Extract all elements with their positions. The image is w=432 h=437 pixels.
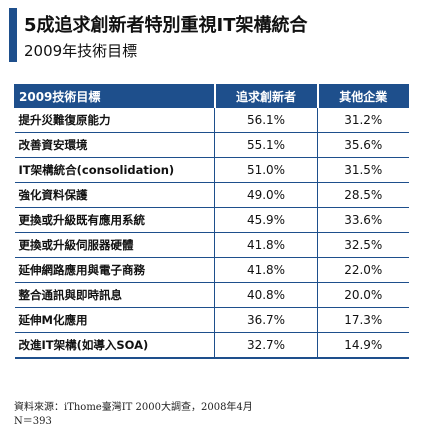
column-header-others: 其他企業 (316, 84, 409, 108)
others-value: 17.3% (317, 307, 409, 333)
row-label: 更換或升級既有應用系統 (14, 207, 215, 233)
innovators-value: 41.8% (214, 232, 318, 258)
innovators-value: 55.1% (214, 132, 318, 158)
row-label: 整合通訊與即時訊息 (14, 282, 215, 308)
source-line: 資料來源：iThome臺灣IT 2000大調查，2008年4月 (14, 402, 253, 413)
row-label: 更換或升級伺服器硬體 (14, 232, 215, 258)
others-value: 32.5% (317, 232, 409, 258)
others-value: 33.6% (317, 207, 409, 233)
chart-subtitle: 2009年技術目標 (24, 42, 138, 60)
innovators-value: 56.1% (214, 107, 318, 133)
sample-size: N＝393 (14, 416, 52, 427)
others-value: 35.6% (317, 132, 409, 158)
innovators-value: 51.0% (214, 157, 318, 183)
others-value: 28.5% (317, 182, 409, 208)
table-row: 延伸M化應用 36.7% 17.3% (14, 307, 409, 333)
innovators-value: 45.9% (214, 207, 318, 233)
chart-title: 5成追求創新者特別重視IT架構統合 (24, 15, 308, 36)
others-value: 20.0% (317, 282, 409, 308)
table-row: 更換或升級伺服器硬體 41.8% 32.5% (14, 232, 409, 258)
data-table: 2009技術目標 追求創新者 其他企業 提升災難復原能力 56.1% 31.2% 改善… (14, 84, 409, 359)
innovators-value: 32.7% (214, 332, 318, 359)
row-label: 延伸M化應用 (14, 307, 215, 333)
innovators-value: 41.8% (214, 257, 318, 283)
source-note: 資料來源：iThome臺灣IT 2000大調查，2008年4月 N＝393 (14, 401, 253, 429)
row-label: IT架構統合(consolidation) (14, 157, 215, 183)
column-header-goal: 2009技術目標 (14, 84, 215, 108)
row-label: 延伸網路應用與電子商務 (14, 257, 215, 283)
innovators-value: 49.0% (214, 182, 318, 208)
table-row: 整合通訊與即時訊息 40.8% 20.0% (14, 282, 409, 308)
others-value: 22.0% (317, 257, 409, 283)
others-value: 14.9% (317, 332, 409, 359)
row-label: 提升災難復原能力 (14, 107, 215, 133)
row-label: 強化資料保護 (14, 182, 215, 208)
table-row: 延伸網路應用與電子商務 41.8% 22.0% (14, 257, 409, 283)
table-row: 強化資料保護 49.0% 28.5% (14, 182, 409, 208)
row-label: 改進IT架構(如導入SOA) (14, 332, 215, 359)
table-row: IT架構統合(consolidation) 51.0% 31.5% (14, 157, 409, 183)
title-accent-bar (9, 8, 17, 62)
table-row: 更換或升級既有應用系統 45.9% 33.6% (14, 207, 409, 233)
table-row: 提升災難復原能力 56.1% 31.2% (14, 107, 409, 133)
others-value: 31.5% (317, 157, 409, 183)
row-label: 改善資安環境 (14, 132, 215, 158)
table-row: 改進IT架構(如導入SOA) 32.7% 14.9% (14, 332, 409, 359)
table-header-row: 2009技術目標 追求創新者 其他企業 (14, 84, 409, 108)
table-row: 改善資安環境 55.1% 35.6% (14, 132, 409, 158)
column-header-innovators: 追求創新者 (213, 84, 318, 108)
innovators-value: 40.8% (214, 282, 318, 308)
innovators-value: 36.7% (214, 307, 318, 333)
others-value: 31.2% (317, 107, 409, 133)
